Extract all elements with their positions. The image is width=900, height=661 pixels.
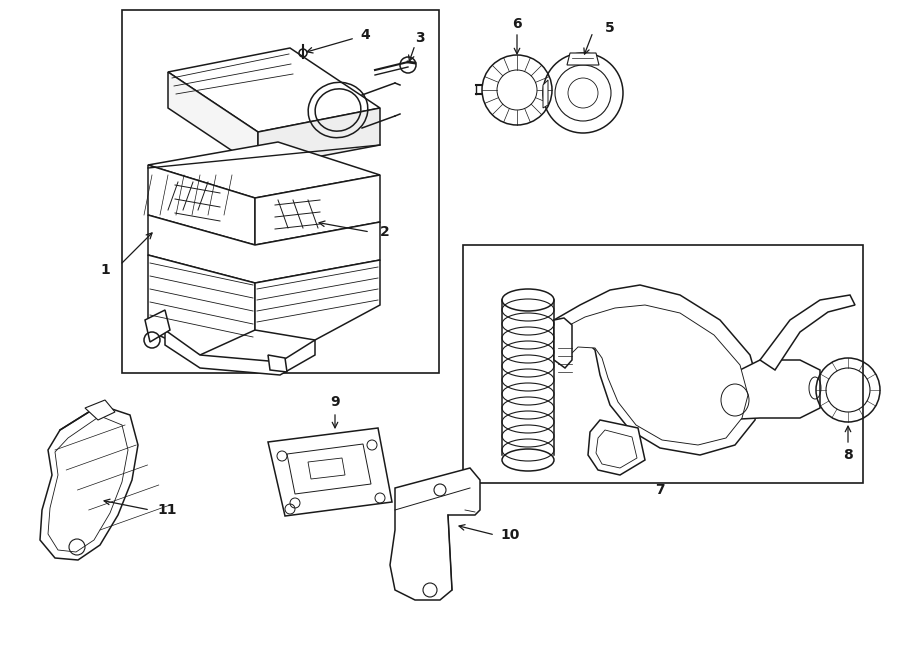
Polygon shape [760, 295, 855, 370]
Polygon shape [148, 255, 255, 355]
Text: 9: 9 [330, 395, 340, 409]
Text: 2: 2 [380, 225, 390, 239]
Polygon shape [720, 360, 820, 420]
Polygon shape [268, 428, 392, 516]
Bar [122, 10, 439, 373]
Text: 8: 8 [843, 448, 853, 462]
Polygon shape [258, 108, 380, 168]
Polygon shape [168, 72, 258, 168]
Text: 6: 6 [512, 17, 522, 31]
Polygon shape [165, 330, 315, 375]
Text: 4: 4 [360, 28, 370, 42]
Text: 3: 3 [415, 31, 425, 45]
Polygon shape [40, 405, 138, 560]
Polygon shape [255, 175, 380, 245]
Polygon shape [148, 215, 380, 283]
Text: 11: 11 [158, 503, 176, 517]
Polygon shape [148, 165, 255, 245]
Polygon shape [148, 142, 380, 198]
Polygon shape [308, 458, 345, 479]
Polygon shape [596, 430, 637, 468]
Polygon shape [588, 420, 645, 475]
Polygon shape [554, 318, 572, 368]
Text: 10: 10 [500, 528, 519, 542]
Text: 1: 1 [100, 263, 110, 277]
Polygon shape [287, 444, 371, 494]
Polygon shape [145, 310, 170, 342]
Polygon shape [255, 260, 380, 340]
Polygon shape [554, 285, 760, 455]
Polygon shape [168, 48, 380, 132]
Text: 7: 7 [655, 483, 665, 497]
Text: 5: 5 [605, 21, 615, 35]
Polygon shape [390, 468, 480, 600]
Bar [463, 245, 863, 483]
Polygon shape [567, 53, 599, 65]
Polygon shape [268, 355, 287, 372]
Polygon shape [560, 305, 748, 445]
Polygon shape [48, 416, 128, 552]
Polygon shape [85, 400, 115, 420]
Polygon shape [543, 80, 548, 108]
